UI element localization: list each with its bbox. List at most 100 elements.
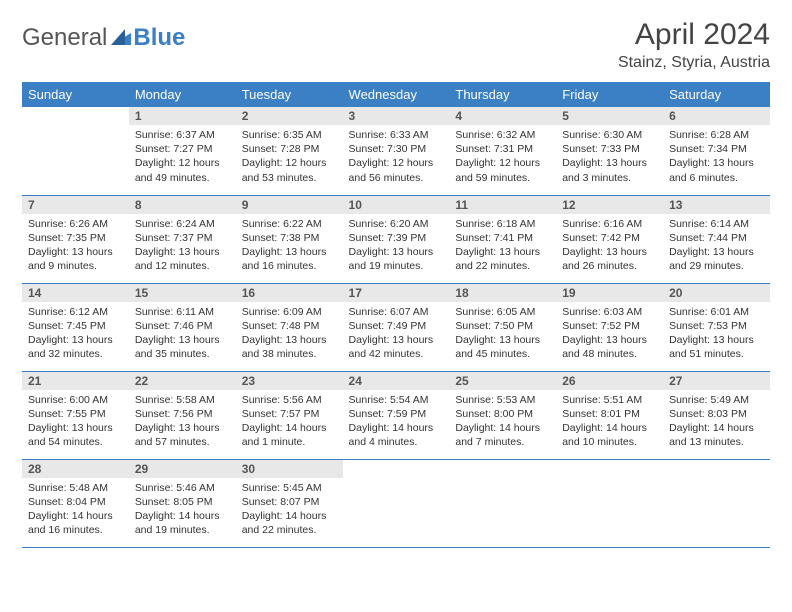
calendar-row: 28Sunrise: 5:48 AMSunset: 8:04 PMDayligh… — [22, 459, 770, 547]
sunset-text: Sunset: 7:37 PM — [135, 231, 230, 245]
sunrise-text: Sunrise: 6:14 AM — [669, 217, 764, 231]
day-number: 11 — [449, 196, 556, 214]
day-number: 18 — [449, 284, 556, 302]
day-detail: Sunrise: 5:58 AMSunset: 7:56 PMDaylight:… — [129, 390, 236, 455]
sunset-text: Sunset: 7:53 PM — [669, 319, 764, 333]
day-detail: Sunrise: 6:35 AMSunset: 7:28 PMDaylight:… — [236, 125, 343, 190]
daylight-text: Daylight: 14 hours and 16 minutes. — [28, 509, 123, 537]
sunset-text: Sunset: 7:38 PM — [242, 231, 337, 245]
day-number: 22 — [129, 372, 236, 390]
daylight-text: Daylight: 13 hours and 22 minutes. — [455, 245, 550, 273]
day-detail: Sunrise: 5:56 AMSunset: 7:57 PMDaylight:… — [236, 390, 343, 455]
day-detail: Sunrise: 5:53 AMSunset: 8:00 PMDaylight:… — [449, 390, 556, 455]
daylight-text: Daylight: 13 hours and 48 minutes. — [562, 333, 657, 361]
calendar-cell: 18Sunrise: 6:05 AMSunset: 7:50 PMDayligh… — [449, 283, 556, 371]
daylight-text: Daylight: 13 hours and 57 minutes. — [135, 421, 230, 449]
sunset-text: Sunset: 7:41 PM — [455, 231, 550, 245]
weekday-header: Monday — [129, 82, 236, 107]
logo: General Blue — [22, 24, 185, 52]
daylight-text: Daylight: 13 hours and 54 minutes. — [28, 421, 123, 449]
calendar-cell: 28Sunrise: 5:48 AMSunset: 8:04 PMDayligh… — [22, 459, 129, 547]
sunrise-text: Sunrise: 6:30 AM — [562, 128, 657, 142]
sunset-text: Sunset: 7:48 PM — [242, 319, 337, 333]
day-detail: Sunrise: 6:16 AMSunset: 7:42 PMDaylight:… — [556, 214, 663, 279]
day-number: 16 — [236, 284, 343, 302]
sunrise-text: Sunrise: 6:37 AM — [135, 128, 230, 142]
daylight-text: Daylight: 14 hours and 7 minutes. — [455, 421, 550, 449]
calendar-row: 14Sunrise: 6:12 AMSunset: 7:45 PMDayligh… — [22, 283, 770, 371]
day-detail: Sunrise: 5:48 AMSunset: 8:04 PMDaylight:… — [22, 478, 129, 543]
day-detail: Sunrise: 6:33 AMSunset: 7:30 PMDaylight:… — [343, 125, 450, 190]
day-detail: Sunrise: 6:00 AMSunset: 7:55 PMDaylight:… — [22, 390, 129, 455]
location-label: Stainz, Styria, Austria — [618, 54, 770, 72]
sunset-text: Sunset: 7:39 PM — [349, 231, 444, 245]
sunset-text: Sunset: 7:55 PM — [28, 407, 123, 421]
sunset-text: Sunset: 7:56 PM — [135, 407, 230, 421]
weekday-header: Wednesday — [343, 82, 450, 107]
day-detail: Sunrise: 6:09 AMSunset: 7:48 PMDaylight:… — [236, 302, 343, 367]
day-number: 7 — [22, 196, 129, 214]
day-number: 23 — [236, 372, 343, 390]
calendar-row: 21Sunrise: 6:00 AMSunset: 7:55 PMDayligh… — [22, 371, 770, 459]
sunset-text: Sunset: 7:42 PM — [562, 231, 657, 245]
calendar-cell: 21Sunrise: 6:00 AMSunset: 7:55 PMDayligh… — [22, 371, 129, 459]
calendar-cell: 2Sunrise: 6:35 AMSunset: 7:28 PMDaylight… — [236, 107, 343, 195]
day-number: 2 — [236, 107, 343, 125]
daylight-text: Daylight: 13 hours and 19 minutes. — [349, 245, 444, 273]
day-detail: Sunrise: 6:32 AMSunset: 7:31 PMDaylight:… — [449, 125, 556, 190]
day-number: 24 — [343, 372, 450, 390]
day-detail: Sunrise: 5:49 AMSunset: 8:03 PMDaylight:… — [663, 390, 770, 455]
day-detail: Sunrise: 6:11 AMSunset: 7:46 PMDaylight:… — [129, 302, 236, 367]
sunrise-text: Sunrise: 6:03 AM — [562, 305, 657, 319]
day-detail: Sunrise: 6:05 AMSunset: 7:50 PMDaylight:… — [449, 302, 556, 367]
daylight-text: Daylight: 14 hours and 19 minutes. — [135, 509, 230, 537]
sunset-text: Sunset: 7:45 PM — [28, 319, 123, 333]
day-number: 30 — [236, 460, 343, 478]
sunrise-text: Sunrise: 6:28 AM — [669, 128, 764, 142]
sunset-text: Sunset: 7:33 PM — [562, 142, 657, 156]
day-number: 5 — [556, 107, 663, 125]
day-detail: Sunrise: 5:54 AMSunset: 7:59 PMDaylight:… — [343, 390, 450, 455]
day-detail: Sunrise: 6:22 AMSunset: 7:38 PMDaylight:… — [236, 214, 343, 279]
logo-text-2: Blue — [133, 24, 185, 52]
calendar-cell: 22Sunrise: 5:58 AMSunset: 7:56 PMDayligh… — [129, 371, 236, 459]
day-number: 9 — [236, 196, 343, 214]
day-detail: Sunrise: 6:01 AMSunset: 7:53 PMDaylight:… — [663, 302, 770, 367]
sunset-text: Sunset: 8:01 PM — [562, 407, 657, 421]
sunrise-text: Sunrise: 5:48 AM — [28, 481, 123, 495]
day-detail: Sunrise: 5:51 AMSunset: 8:01 PMDaylight:… — [556, 390, 663, 455]
logo-mark-icon — [111, 24, 131, 52]
calendar-cell: 19Sunrise: 6:03 AMSunset: 7:52 PMDayligh… — [556, 283, 663, 371]
header: General Blue April 2024 Stainz, Styria, … — [22, 18, 770, 72]
sunset-text: Sunset: 8:03 PM — [669, 407, 764, 421]
sunrise-text: Sunrise: 5:45 AM — [242, 481, 337, 495]
sunset-text: Sunset: 8:05 PM — [135, 495, 230, 509]
sunrise-text: Sunrise: 6:26 AM — [28, 217, 123, 231]
daylight-text: Daylight: 13 hours and 9 minutes. — [28, 245, 123, 273]
daylight-text: Daylight: 13 hours and 29 minutes. — [669, 245, 764, 273]
day-number: 4 — [449, 107, 556, 125]
weekday-header: Thursday — [449, 82, 556, 107]
calendar-cell: 6Sunrise: 6:28 AMSunset: 7:34 PMDaylight… — [663, 107, 770, 195]
calendar-row: 1Sunrise: 6:37 AMSunset: 7:27 PMDaylight… — [22, 107, 770, 195]
calendar-cell: 7Sunrise: 6:26 AMSunset: 7:35 PMDaylight… — [22, 195, 129, 283]
calendar-cell: 24Sunrise: 5:54 AMSunset: 7:59 PMDayligh… — [343, 371, 450, 459]
day-detail: Sunrise: 6:14 AMSunset: 7:44 PMDaylight:… — [663, 214, 770, 279]
day-number: 28 — [22, 460, 129, 478]
calendar-cell: 29Sunrise: 5:46 AMSunset: 8:05 PMDayligh… — [129, 459, 236, 547]
calendar-cell: 27Sunrise: 5:49 AMSunset: 8:03 PMDayligh… — [663, 371, 770, 459]
daylight-text: Daylight: 14 hours and 22 minutes. — [242, 509, 337, 537]
calendar-cell: 14Sunrise: 6:12 AMSunset: 7:45 PMDayligh… — [22, 283, 129, 371]
weekday-header: Tuesday — [236, 82, 343, 107]
sunrise-text: Sunrise: 6:16 AM — [562, 217, 657, 231]
calendar-cell: 3Sunrise: 6:33 AMSunset: 7:30 PMDaylight… — [343, 107, 450, 195]
daylight-text: Daylight: 14 hours and 4 minutes. — [349, 421, 444, 449]
sunset-text: Sunset: 7:44 PM — [669, 231, 764, 245]
sunset-text: Sunset: 7:46 PM — [135, 319, 230, 333]
sunset-text: Sunset: 7:57 PM — [242, 407, 337, 421]
daylight-text: Daylight: 13 hours and 32 minutes. — [28, 333, 123, 361]
day-number: 6 — [663, 107, 770, 125]
weekday-header: Sunday — [22, 82, 129, 107]
daylight-text: Daylight: 12 hours and 59 minutes. — [455, 156, 550, 184]
calendar-cell: 8Sunrise: 6:24 AMSunset: 7:37 PMDaylight… — [129, 195, 236, 283]
